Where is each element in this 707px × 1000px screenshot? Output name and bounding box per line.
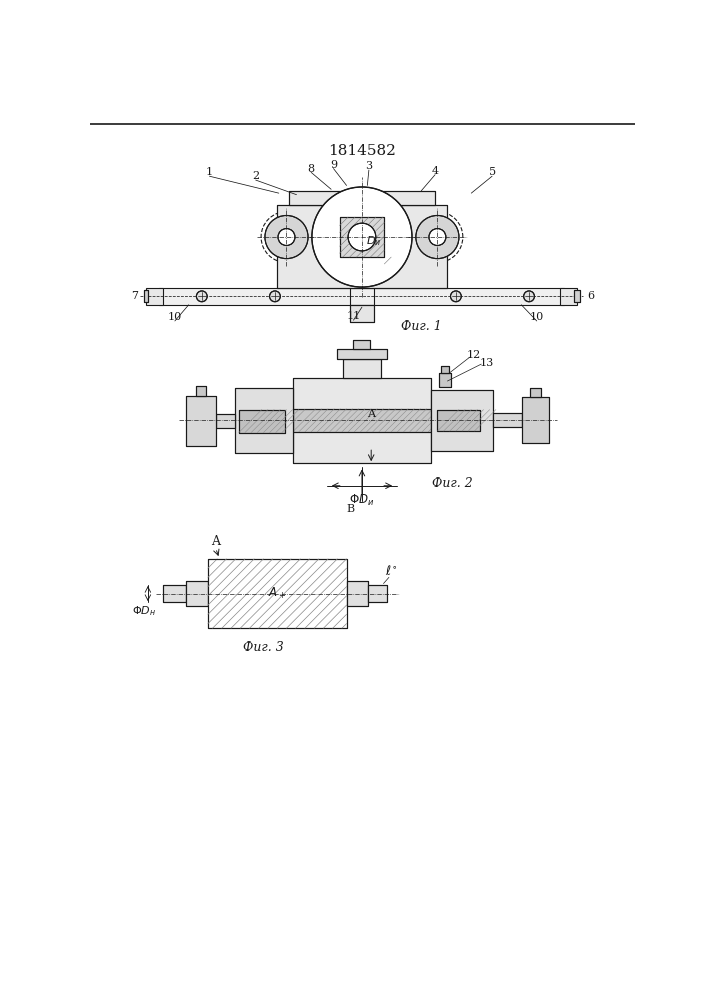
Bar (337, 349, 387, 359)
Circle shape (278, 229, 295, 246)
Bar (239, 410, 285, 433)
Bar (431, 389, 493, 451)
Text: $\ell^{\circ}$: $\ell^{\circ}$ (385, 564, 397, 578)
Bar (288, 191, 435, 205)
Text: 1: 1 (206, 167, 213, 177)
Text: 1814582: 1814582 (328, 144, 396, 158)
Circle shape (312, 187, 412, 287)
Bar (144, 290, 148, 302)
Bar (530, 388, 542, 397)
Bar (350, 305, 374, 322)
Bar (208, 559, 346, 628)
Bar (337, 349, 387, 359)
Bar (163, 585, 187, 602)
Bar (346, 581, 368, 606)
Bar (343, 359, 381, 378)
Text: Фиг. 1: Фиг. 1 (401, 320, 442, 333)
Bar (530, 388, 542, 397)
Bar (239, 410, 285, 433)
Bar (354, 340, 370, 349)
Text: 13: 13 (479, 358, 493, 368)
Circle shape (348, 223, 376, 251)
Bar (573, 290, 580, 302)
Text: 2: 2 (252, 171, 259, 181)
Text: 9: 9 (330, 160, 337, 170)
Bar (216, 414, 235, 428)
Bar (293, 378, 431, 463)
Bar (288, 191, 435, 205)
Bar (144, 290, 148, 302)
Text: $\Phi D_н$: $\Phi D_н$ (132, 604, 156, 618)
Circle shape (265, 215, 308, 259)
Bar (438, 410, 480, 431)
Circle shape (269, 291, 281, 302)
Text: 3: 3 (366, 161, 373, 171)
Bar (277, 205, 447, 288)
Text: 8: 8 (308, 164, 315, 174)
Text: Фиг. 3: Фиг. 3 (243, 641, 284, 654)
Text: 11: 11 (346, 311, 361, 321)
Bar (146, 288, 163, 305)
Bar (187, 396, 216, 446)
Bar (160, 288, 563, 305)
Text: 4: 4 (431, 166, 438, 176)
Bar (235, 388, 293, 453)
Bar (522, 397, 549, 443)
Circle shape (524, 291, 534, 302)
Bar (350, 305, 374, 322)
Text: A: A (367, 409, 375, 419)
Bar (346, 581, 368, 606)
Bar (277, 205, 447, 288)
Bar (216, 414, 235, 428)
Bar (196, 386, 206, 396)
Bar (293, 409, 431, 432)
Bar (439, 373, 451, 387)
Bar (522, 397, 549, 443)
Bar (368, 585, 387, 602)
Text: B: B (346, 504, 354, 514)
Circle shape (450, 291, 461, 302)
Text: 6: 6 (587, 291, 594, 301)
Text: $A_+$: $A_+$ (268, 586, 286, 601)
Bar (431, 389, 493, 451)
Text: 10: 10 (168, 312, 182, 322)
Bar (235, 388, 293, 453)
Bar (368, 585, 387, 602)
Bar (163, 585, 187, 602)
Bar (573, 290, 580, 302)
Bar (439, 373, 451, 387)
Bar (187, 396, 216, 446)
Bar (354, 340, 370, 349)
Bar (441, 366, 449, 373)
Bar (493, 413, 522, 427)
Bar (293, 409, 431, 432)
Text: 10: 10 (530, 312, 544, 322)
Circle shape (429, 229, 446, 246)
Circle shape (197, 291, 207, 302)
Bar (441, 366, 449, 373)
Bar (196, 386, 206, 396)
Bar (208, 559, 346, 628)
Bar (187, 581, 208, 606)
Bar (560, 288, 577, 305)
Text: $\Phi D_и$: $\Phi D_и$ (349, 493, 375, 508)
Bar (293, 378, 431, 463)
Bar (339, 217, 385, 257)
Text: A: A (211, 535, 220, 548)
Bar (343, 359, 381, 378)
Text: $D_и$: $D_и$ (366, 234, 381, 248)
Bar (339, 217, 385, 257)
Circle shape (416, 215, 459, 259)
Bar (438, 410, 480, 431)
Text: 12: 12 (467, 350, 481, 360)
Text: 5: 5 (489, 167, 496, 177)
Text: 7: 7 (131, 291, 138, 301)
Text: Фиг. 2: Фиг. 2 (432, 477, 472, 490)
Bar (187, 581, 208, 606)
Bar (493, 413, 522, 427)
